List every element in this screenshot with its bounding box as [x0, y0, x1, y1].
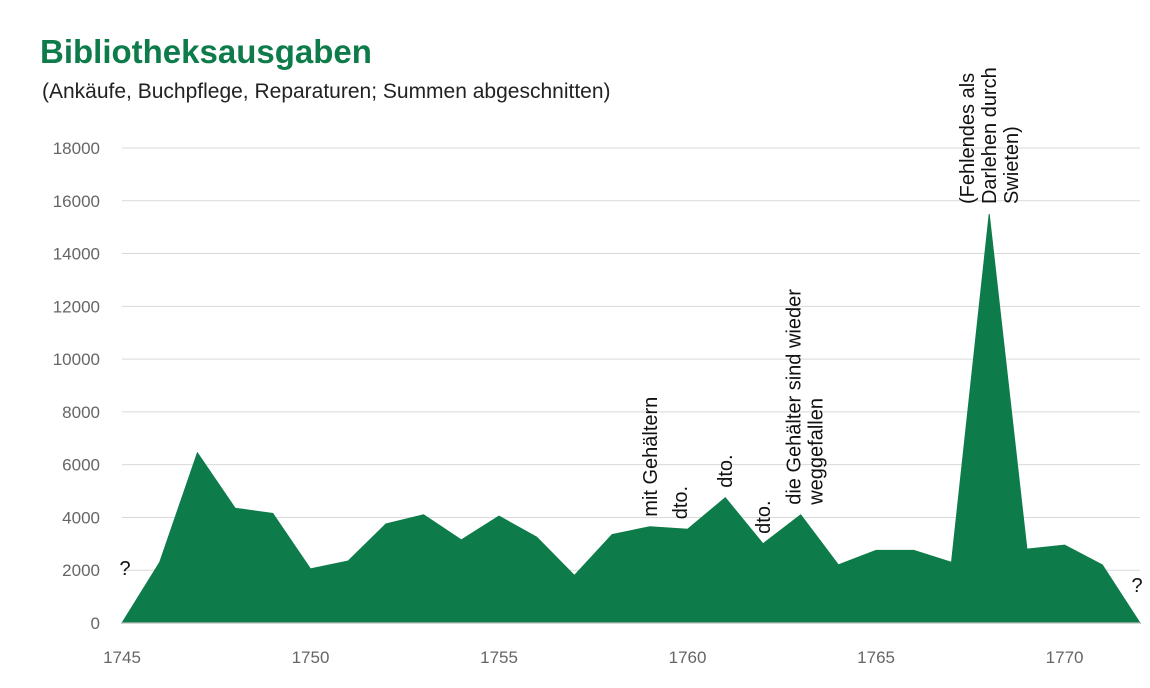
- annotation-label: dto.: [670, 486, 692, 519]
- area-layer: [121, 213, 1141, 624]
- annotation-label: dto.: [753, 500, 775, 533]
- y-tick-label: 16000: [53, 192, 100, 211]
- y-tick-label: 8000: [62, 403, 100, 422]
- x-tick-label: 1770: [1046, 648, 1084, 667]
- annotation-layer: ?? mit Gehältern dto. dto. dto. die Gehälter …: [119, 67, 1142, 597]
- x-tick-label: 1760: [669, 648, 707, 667]
- chart-title: Bibliotheksausgaben: [40, 33, 372, 70]
- y-tick-label: 2000: [62, 561, 100, 580]
- annotation-label: Darlehen durch: [979, 67, 1001, 204]
- y-tick-label: 4000: [62, 508, 100, 527]
- annotation-label: mit Gehältern: [640, 397, 662, 517]
- annotation-label: weggefallen: [805, 398, 827, 506]
- annotation-label: ?: [119, 558, 130, 580]
- annotation-label: (Fehlendes als: [957, 73, 979, 204]
- y-tick-label: 12000: [53, 297, 100, 316]
- annotation-label: dto.: [715, 454, 737, 487]
- axis-layer: 0 2000 4000 6000 8000 10000 12000 14000 16000 180…: [53, 139, 1140, 667]
- chart-subtitle: (Ankäufe, Buchpflege, Reparaturen; Summe…: [42, 80, 611, 103]
- annotation-label: ?: [1131, 575, 1142, 597]
- y-tick-label: 18000: [53, 139, 100, 158]
- x-tick-label: 1755: [480, 648, 518, 667]
- x-tick-label: 1745: [103, 648, 141, 667]
- y-tick-label: 0: [91, 614, 100, 633]
- area-series: [121, 213, 1141, 624]
- y-tick-label: 10000: [53, 350, 100, 369]
- annotation-label: die Gehälter sind wieder: [783, 289, 805, 505]
- y-tick-label: 6000: [62, 456, 100, 475]
- x-tick-label: 1765: [857, 648, 895, 667]
- y-tick-label: 14000: [53, 245, 100, 264]
- x-tick-label: 1750: [292, 648, 330, 667]
- annotation-label: Swieten): [1001, 126, 1023, 204]
